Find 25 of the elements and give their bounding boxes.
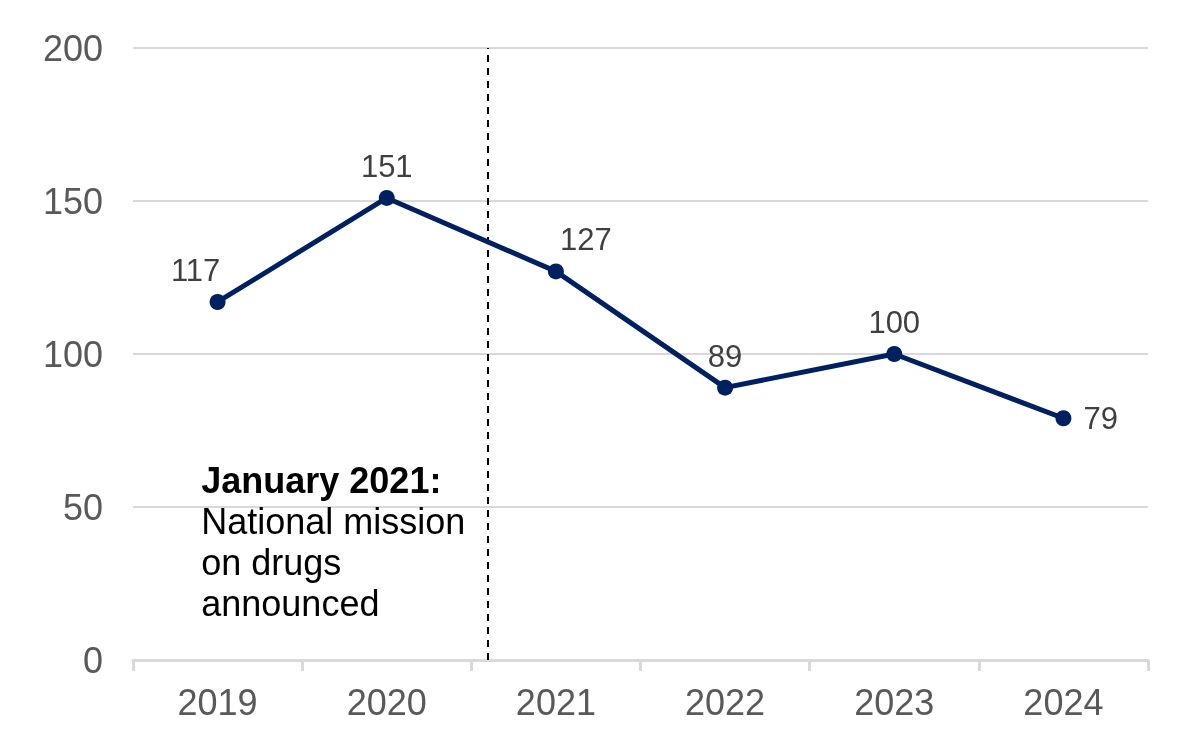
x-tick-label: 2020 xyxy=(346,681,427,723)
ref-line-label: January 2021: xyxy=(201,460,442,501)
data-label: 89 xyxy=(707,338,743,374)
data-label: 151 xyxy=(360,148,413,184)
data-label: 117 xyxy=(170,252,221,288)
data-label: 100 xyxy=(868,305,921,340)
point xyxy=(378,189,395,206)
point xyxy=(1055,410,1072,427)
point xyxy=(886,346,903,362)
x-tick-label: 2024 xyxy=(1023,681,1104,723)
x-tick-label: 2022 xyxy=(685,681,766,723)
data-label: 79 xyxy=(1083,400,1118,436)
y-tick-label: 100 xyxy=(42,333,103,375)
y-tick-label: 150 xyxy=(42,180,103,222)
x-tick-label: 2023 xyxy=(854,681,935,723)
point xyxy=(209,293,226,310)
y-tick-label: 50 xyxy=(62,486,103,528)
point xyxy=(717,379,734,396)
y-tick-label: 200 xyxy=(42,27,103,69)
x-tick-label: 2021 xyxy=(515,681,596,723)
data-label: 127 xyxy=(560,222,612,258)
x-tick-label: 2019 xyxy=(177,681,258,723)
y-tick-label: 0 xyxy=(82,639,103,681)
annotation: National mission on drugs announced xyxy=(201,501,476,624)
point xyxy=(547,263,564,280)
